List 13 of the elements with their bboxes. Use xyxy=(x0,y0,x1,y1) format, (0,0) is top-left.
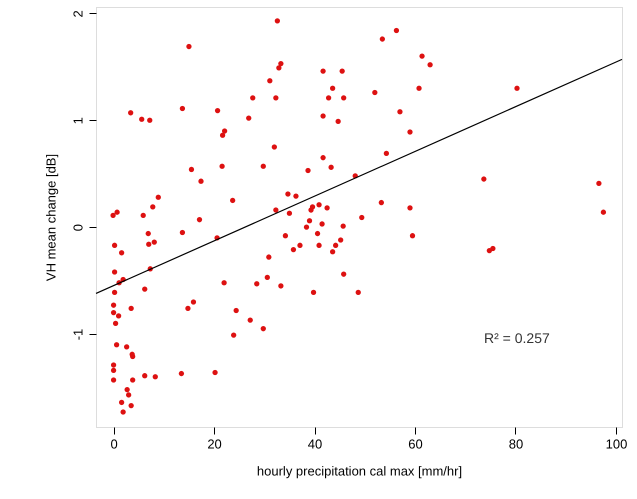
x-tick-label: 0 xyxy=(110,436,118,452)
x-tick-label: 40 xyxy=(308,436,322,452)
y-tick-label: 1 xyxy=(70,117,86,124)
x-tick-label: 100 xyxy=(606,436,628,452)
y-tick-label: 0 xyxy=(70,224,86,232)
y-axis-title: VH mean change [dB] xyxy=(44,154,58,282)
y-tick-label: -1 xyxy=(70,328,86,340)
y-tick-label: 2 xyxy=(70,10,86,18)
x-tick-label: 80 xyxy=(508,436,524,452)
x-axis-title: hourly precipitation cal max [mm/hr] xyxy=(256,464,462,478)
x-tick-label: 60 xyxy=(408,436,423,452)
x-tick-label: 20 xyxy=(207,436,222,452)
annotation: R² = 0.257 xyxy=(484,330,550,346)
